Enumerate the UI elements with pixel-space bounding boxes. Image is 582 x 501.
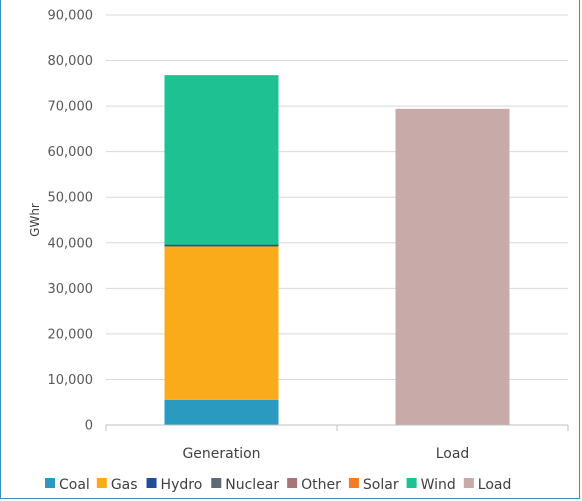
- y-tick-label: 10,000: [48, 373, 94, 388]
- legend-label: Coal: [59, 477, 90, 493]
- x-axis: [105, 424, 569, 431]
- legend-label: Nuclear: [225, 477, 279, 493]
- legend-item-other: Other: [287, 477, 341, 493]
- y-tick-label: 60,000: [48, 145, 94, 160]
- bar-segment-wind-generation: [164, 75, 279, 245]
- legend-item-coal: Coal: [45, 477, 90, 493]
- legend-swatch: [96, 478, 107, 488]
- legend-label: Wind: [421, 477, 456, 493]
- legend-item-solar: Solar: [348, 477, 399, 493]
- legend-label: Solar: [363, 477, 399, 493]
- legend-item-hydro: Hydro: [146, 477, 203, 493]
- legend-swatch: [406, 478, 417, 488]
- legend-item-gas: Gas: [96, 477, 138, 493]
- legend-label: Gas: [111, 477, 138, 493]
- y-axis-ticks: 0 10,000 20,000 30,000 40,000 50,000 60,000 70,…: [48, 9, 94, 434]
- legend: Coal Gas Hydro Nuclear Other Solar Wind Load: [45, 477, 511, 493]
- legend-swatch: [348, 478, 359, 488]
- y-tick-label: 30,000: [48, 282, 94, 297]
- legend-swatch: [45, 478, 55, 488]
- y-tick-label: 40,000: [48, 236, 94, 251]
- category-labels: Generation Load: [182, 446, 469, 462]
- y-tick-label: 70,000: [48, 100, 94, 115]
- y-tick-label: 80,000: [48, 54, 94, 69]
- legend-swatch: [211, 478, 222, 488]
- y-tick-label: 0: [85, 419, 93, 434]
- y-tick-label: 90,000: [48, 9, 94, 24]
- legend-item-wind: Wind: [406, 477, 456, 493]
- bar-segment-coal-generation: [164, 399, 279, 425]
- legend-label: Load: [478, 477, 512, 493]
- bar-segment-hydro-generation: [164, 244, 279, 247]
- legend-item-load: Load: [463, 477, 512, 493]
- legend-label: Other: [301, 477, 341, 493]
- legend-swatch: [146, 478, 157, 488]
- bar-segment-gas-generation: [164, 246, 279, 400]
- legend-label: Hydro: [161, 477, 203, 493]
- legend-swatch: [463, 478, 474, 488]
- x-category-label: Generation: [182, 446, 260, 462]
- legend-swatch: [287, 478, 298, 488]
- y-tick-label: 50,000: [48, 191, 94, 206]
- x-category-label: Load: [436, 446, 470, 462]
- y-tick-label: 20,000: [48, 327, 94, 342]
- bars: [164, 75, 510, 425]
- legend-item-nuclear: Nuclear: [211, 477, 279, 493]
- y-axis-title: GWhr: [28, 203, 42, 237]
- bar-segment-load-load: [395, 108, 510, 425]
